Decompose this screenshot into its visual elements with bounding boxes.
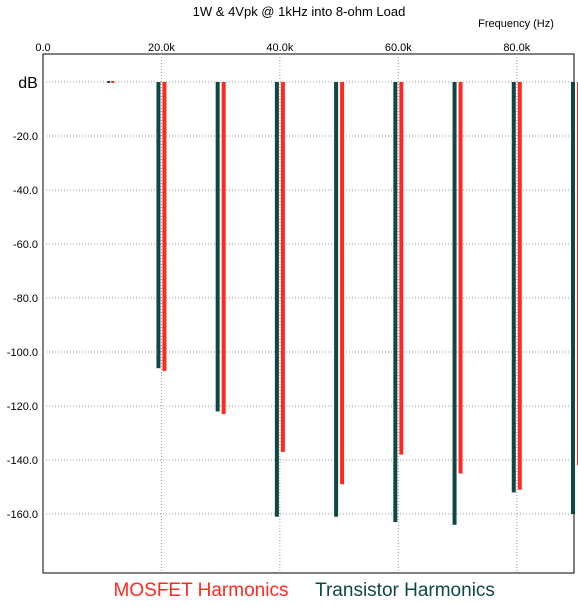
y-axis-label: dB xyxy=(18,75,38,92)
y-axis-ticks: -20.0 -40.0 -60.0 -80.0 -100.0 -120.0 -140.0 -1… xyxy=(7,131,38,521)
bar xyxy=(107,81,111,83)
x-tick-label: 0.0 xyxy=(35,42,50,54)
x-axis-ticks: 0.0 20.0k 40.0k 60.0k 80.0k xyxy=(35,42,530,54)
bar xyxy=(511,82,516,493)
legend: MOSFET Harmonics Transistor Harmonics xyxy=(114,580,495,601)
x-axis-label: Frequency (Hz) xyxy=(478,18,554,30)
y-tick-label: -160.0 xyxy=(7,509,38,521)
y-tick-label: -100.0 xyxy=(7,347,38,359)
bar xyxy=(215,82,220,412)
bar xyxy=(156,82,161,369)
legend-entry-transistor: Transistor Harmonics xyxy=(315,580,495,601)
x-tick-label: 40.0k xyxy=(266,42,293,54)
y-tick-label: -80.0 xyxy=(13,293,38,305)
y-tick-label: -120.0 xyxy=(7,401,38,413)
legend-entry-mosfet: MOSFET Harmonics xyxy=(114,580,289,601)
chart-title: 1W & 4Vpk @ 1kHz into 8-ohm Load xyxy=(193,4,406,19)
bar xyxy=(340,82,345,485)
bar xyxy=(393,82,398,523)
bar xyxy=(571,82,575,514)
bar xyxy=(452,82,457,525)
x-tick-label: 60.0k xyxy=(385,42,412,54)
y-tick-label: -140.0 xyxy=(7,455,38,467)
grid-lines xyxy=(43,54,574,573)
bars xyxy=(107,81,578,525)
bar xyxy=(517,82,522,490)
bar xyxy=(111,81,115,83)
plot-frame xyxy=(42,53,575,574)
bar xyxy=(162,82,167,371)
x-tick-label: 20.0k xyxy=(148,42,175,54)
y-tick-label: -60.0 xyxy=(13,239,38,251)
bar xyxy=(274,82,279,517)
bar xyxy=(280,82,285,452)
y-tick-label: -20.0 xyxy=(13,131,38,143)
x-tick-label: 80.0k xyxy=(503,42,530,54)
y-tick-label: -40.0 xyxy=(13,185,38,197)
bar xyxy=(458,82,463,474)
bar xyxy=(334,82,339,517)
bar xyxy=(221,82,226,415)
plot-area: 0.0 20.0k 40.0k 60.0k 80.0k -20.0-40.0-60.0-… xyxy=(7,42,578,574)
bar xyxy=(399,82,404,455)
